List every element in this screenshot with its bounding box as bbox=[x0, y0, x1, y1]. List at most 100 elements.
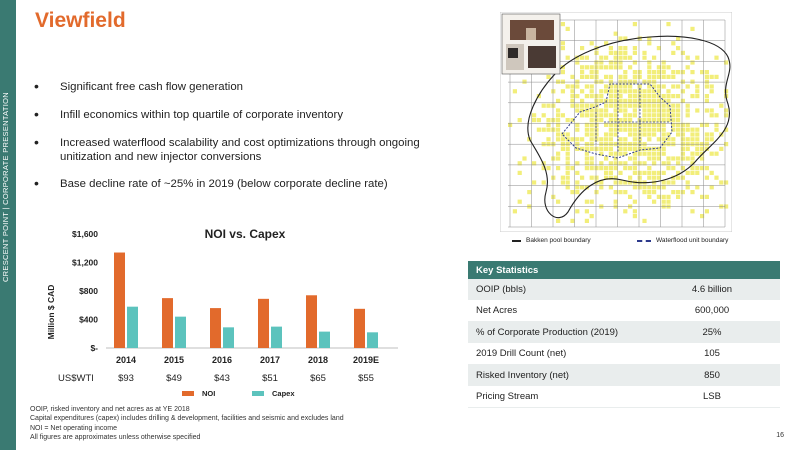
land-parcel bbox=[656, 118, 661, 123]
table-row: Net Acres 600,000 bbox=[468, 300, 780, 322]
land-parcel bbox=[685, 113, 690, 118]
land-parcel bbox=[647, 113, 652, 118]
land-parcel bbox=[584, 166, 589, 171]
land-parcel bbox=[652, 185, 657, 190]
land-parcel bbox=[623, 161, 628, 166]
land-parcel bbox=[556, 113, 561, 118]
land-parcel bbox=[604, 156, 609, 161]
land-parcel bbox=[560, 41, 565, 46]
land-parcel bbox=[584, 74, 589, 79]
land-parcel bbox=[613, 122, 618, 127]
wti-price: $65 bbox=[310, 373, 326, 384]
land-parcel bbox=[575, 108, 580, 113]
land-parcel bbox=[580, 89, 585, 94]
land-parcel bbox=[628, 65, 633, 70]
land-parcel bbox=[685, 156, 690, 161]
land-parcel bbox=[632, 166, 637, 171]
land-parcel bbox=[676, 170, 681, 175]
land-parcel bbox=[676, 36, 681, 41]
land-parcel bbox=[642, 55, 647, 60]
land-parcel bbox=[647, 170, 652, 175]
land-parcel bbox=[594, 70, 599, 75]
land-parcel bbox=[637, 127, 642, 132]
legend-swatch-noi bbox=[182, 391, 194, 396]
land-parcel bbox=[623, 103, 628, 108]
land-parcel bbox=[647, 41, 652, 46]
stat-label: Pricing Stream bbox=[468, 386, 644, 408]
land-parcel bbox=[685, 180, 690, 185]
land-parcel bbox=[637, 146, 642, 151]
land-parcel bbox=[666, 161, 671, 166]
land-parcel bbox=[604, 113, 609, 118]
land-parcel bbox=[695, 89, 700, 94]
land-parcel bbox=[656, 122, 661, 127]
land-parcel bbox=[671, 122, 676, 127]
land-parcel bbox=[642, 79, 647, 84]
legend-waterflood: Waterflood unit boundary bbox=[637, 237, 728, 244]
land-parcel bbox=[647, 194, 652, 199]
land-parcel bbox=[560, 65, 565, 70]
land-parcel bbox=[714, 74, 719, 79]
core-photo-inset bbox=[501, 13, 561, 75]
land-parcel bbox=[551, 127, 556, 132]
key-statistics-header: Key Statistics bbox=[468, 261, 780, 279]
land-parcel bbox=[618, 36, 623, 41]
land-parcel bbox=[551, 103, 556, 108]
land-parcel bbox=[724, 127, 729, 132]
land-parcel bbox=[724, 204, 729, 209]
land-parcel bbox=[604, 122, 609, 127]
land-parcel bbox=[613, 132, 618, 137]
land-parcel bbox=[685, 122, 690, 127]
land-parcel bbox=[536, 118, 541, 123]
land-parcel bbox=[623, 127, 628, 132]
land-parcel bbox=[560, 137, 565, 142]
land-parcel bbox=[618, 79, 623, 84]
land-parcel bbox=[632, 94, 637, 99]
land-parcel bbox=[556, 199, 561, 204]
land-parcel bbox=[652, 74, 657, 79]
land-parcel bbox=[704, 146, 709, 151]
land-parcel bbox=[532, 113, 537, 118]
land-parcel bbox=[584, 156, 589, 161]
stat-value: LSB bbox=[644, 386, 780, 408]
land-parcel bbox=[676, 94, 681, 99]
land-parcel bbox=[608, 84, 613, 89]
land-parcel bbox=[556, 137, 561, 142]
land-parcel bbox=[556, 108, 561, 113]
land-parcel bbox=[704, 194, 709, 199]
land-parcel bbox=[632, 199, 637, 204]
land-parcel bbox=[608, 127, 613, 132]
land-parcel bbox=[652, 94, 657, 99]
land-parcel bbox=[613, 199, 618, 204]
land-parcel bbox=[628, 113, 633, 118]
land-parcel bbox=[690, 60, 695, 65]
land-parcel bbox=[685, 170, 690, 175]
land-parcel bbox=[623, 209, 628, 214]
land-parcel bbox=[690, 209, 695, 214]
land-parcel bbox=[604, 89, 609, 94]
land-parcel bbox=[661, 132, 666, 137]
land-parcel bbox=[565, 118, 570, 123]
land-parcel bbox=[628, 122, 633, 127]
land-parcel bbox=[580, 55, 585, 60]
land-parcel bbox=[652, 156, 657, 161]
land-parcel bbox=[575, 137, 580, 142]
land-parcel bbox=[599, 146, 604, 151]
land-parcel bbox=[570, 103, 575, 108]
land-parcel bbox=[690, 151, 695, 156]
land-parcel bbox=[556, 127, 561, 132]
land-parcel bbox=[671, 166, 676, 171]
land-parcel bbox=[604, 175, 609, 180]
land-parcel bbox=[647, 118, 652, 123]
land-parcel bbox=[623, 166, 628, 171]
land-parcel bbox=[608, 113, 613, 118]
land-parcel bbox=[632, 60, 637, 65]
land-parcel bbox=[666, 65, 671, 70]
land-parcel bbox=[517, 199, 522, 204]
land-parcel bbox=[656, 113, 661, 118]
y-axis-label: Million $ CAD bbox=[46, 285, 56, 340]
land-parcel bbox=[704, 79, 709, 84]
land-parcel bbox=[589, 199, 594, 204]
land-parcel bbox=[656, 74, 661, 79]
land-parcel bbox=[642, 50, 647, 55]
